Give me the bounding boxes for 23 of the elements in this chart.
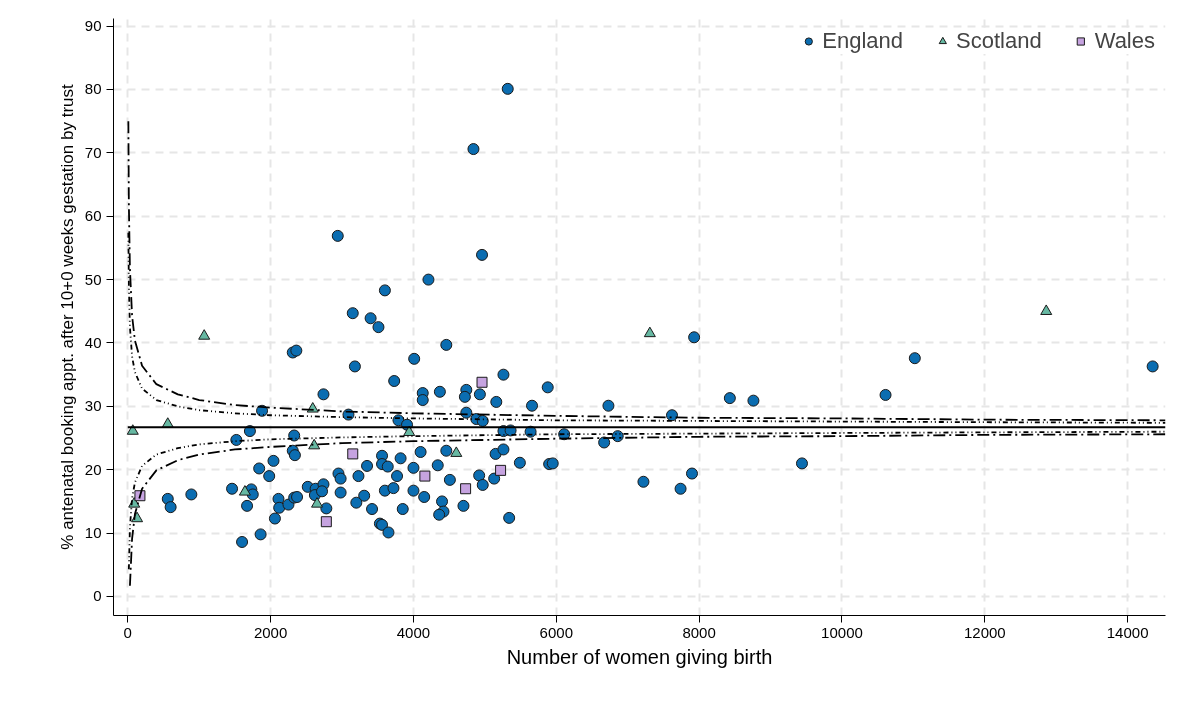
y-tick-label: 30 [84,397,102,415]
x-axis-title: Number of women giving birth [506,645,773,668]
x-tick-label: 4000 [396,623,431,641]
legend-label: Scotland [956,28,1042,54]
y-tick-label: 0 [93,587,102,605]
legend-label: England [822,28,904,54]
y-tick-label: 20 [84,460,102,478]
legend-label: Wales [1094,28,1155,54]
y-tick-label: 40 [84,333,102,351]
y-tick-label: 60 [84,207,102,225]
x-tick-label: 14000 [1106,623,1149,641]
y-tick-label: 90 [84,17,102,35]
y-tick-label: 10 [84,524,102,542]
y-axis-title: % antenatal booking appt. after 10+0 weeks gestation by trust [57,84,77,550]
x-tick-label: 6000 [539,623,573,641]
y-tick-label: 50 [84,270,102,288]
y-tick-label: 70 [84,143,102,161]
x-tick-label: 8000 [682,623,716,641]
x-tick-label: 12000 [963,623,1006,641]
x-tick-label: 2000 [253,623,288,641]
x-tick-label: 0 [123,623,132,641]
y-tick-label: 80 [84,80,102,98]
x-tick-label: 10000 [821,623,863,641]
